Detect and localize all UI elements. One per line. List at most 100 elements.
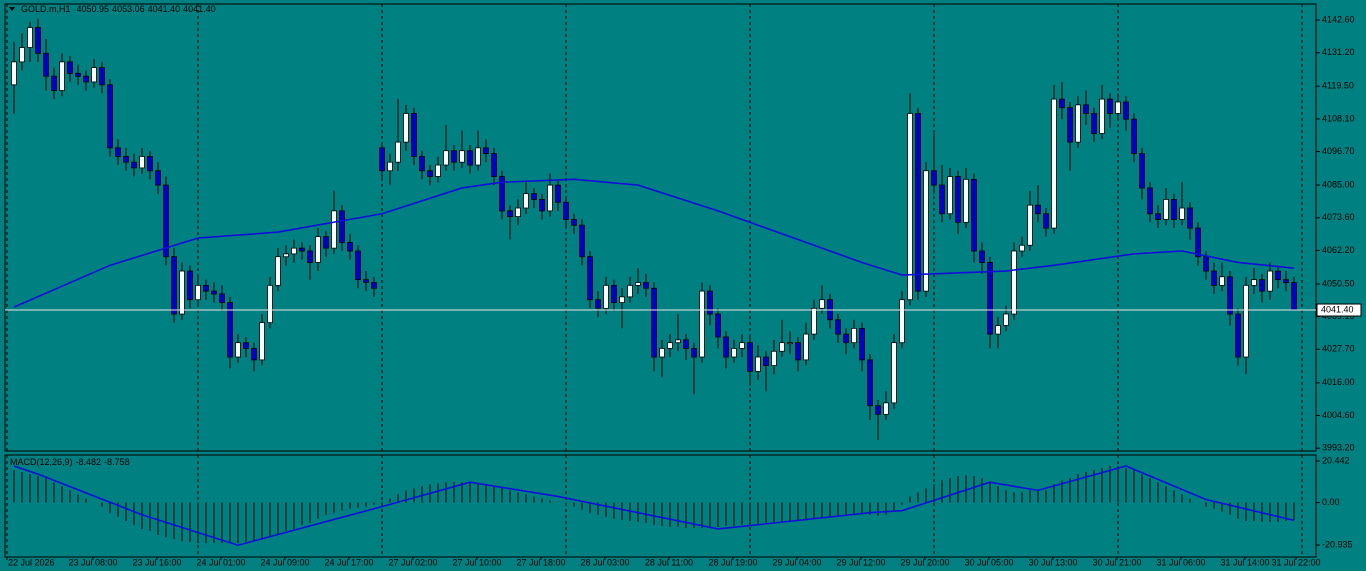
candle-body bbox=[587, 256, 593, 301]
candle-body bbox=[83, 75, 89, 83]
time-label: 27 Jul 18:00 bbox=[516, 557, 565, 567]
candle-body bbox=[947, 176, 953, 215]
candle-body bbox=[1003, 313, 1009, 326]
macd-header: MACD(12,26,9) -8.482 -8.758 bbox=[10, 457, 130, 467]
candle-body bbox=[1203, 256, 1209, 272]
y-tick-label: 4142.60 bbox=[1322, 14, 1355, 24]
y-tick-label: 4050.50 bbox=[1322, 278, 1355, 288]
candle-body bbox=[1115, 101, 1121, 114]
candle-body bbox=[723, 336, 729, 358]
candle-body bbox=[1179, 207, 1185, 220]
candle-body bbox=[915, 113, 921, 292]
candle-body bbox=[811, 307, 817, 335]
time-label: 24 Jul 01:00 bbox=[196, 557, 245, 567]
candle-body bbox=[1083, 104, 1089, 114]
price-tag bbox=[1316, 303, 1362, 317]
candle-body bbox=[27, 27, 33, 48]
time-label: 31 Jul 14:00 bbox=[1220, 557, 1269, 567]
candle-body bbox=[307, 250, 313, 263]
candle-body bbox=[1147, 187, 1153, 215]
y-tick-label: 3993.20 bbox=[1322, 443, 1355, 453]
candle-body bbox=[155, 170, 161, 186]
header-open: 4050.95 bbox=[77, 4, 110, 14]
candle-body bbox=[299, 247, 305, 252]
time-label: 28 Jul 11:00 bbox=[645, 557, 693, 567]
candle-body bbox=[771, 350, 777, 367]
candle-body bbox=[547, 184, 553, 212]
candle-body bbox=[371, 282, 377, 289]
candle-body bbox=[1163, 199, 1169, 220]
candle-body bbox=[1291, 282, 1297, 311]
candle-body bbox=[819, 299, 825, 309]
candle-body bbox=[1235, 313, 1241, 358]
candle-body bbox=[251, 348, 257, 361]
candle-body bbox=[835, 319, 841, 335]
time-label: 27 Jul 02:00 bbox=[388, 557, 437, 567]
y-tick-label: 4073.60 bbox=[1322, 212, 1355, 222]
candle-body bbox=[635, 282, 641, 286]
candle-body bbox=[1243, 284, 1249, 358]
candle-body bbox=[1123, 101, 1129, 120]
candle-body bbox=[323, 236, 329, 249]
candle-body bbox=[411, 113, 417, 157]
candle-body bbox=[1251, 279, 1257, 286]
candle-body bbox=[731, 348, 737, 358]
price-tag-label: 4041.40 bbox=[1321, 304, 1354, 314]
candle-body bbox=[75, 72, 81, 77]
candle-body bbox=[1075, 104, 1081, 143]
candle-body bbox=[907, 113, 913, 301]
signal-value: -8.758 bbox=[104, 457, 130, 467]
candle-body bbox=[739, 342, 745, 349]
candle-body bbox=[315, 236, 321, 263]
candle-body bbox=[611, 284, 617, 303]
candle-body bbox=[1027, 204, 1033, 246]
y-tick-label: 4085.00 bbox=[1322, 179, 1355, 189]
candle-body bbox=[683, 339, 689, 349]
candle-body bbox=[515, 207, 521, 218]
candle-body bbox=[875, 405, 881, 415]
candle-body bbox=[1227, 276, 1233, 315]
candle-body bbox=[1091, 113, 1097, 134]
candle-body bbox=[1019, 244, 1025, 252]
candle-body bbox=[243, 342, 249, 349]
candle-body bbox=[715, 313, 721, 338]
candle-body bbox=[387, 161, 393, 172]
candle-body bbox=[763, 356, 769, 367]
candle-body bbox=[331, 210, 337, 249]
candle-body bbox=[1219, 276, 1225, 286]
time-label: 22 Jul 2026 bbox=[8, 557, 55, 567]
macd-title: MACD(12,26,9) bbox=[10, 457, 73, 467]
candle-body bbox=[843, 333, 849, 344]
candle-body bbox=[363, 279, 369, 283]
candle-body bbox=[747, 342, 753, 372]
time-label: 24 Jul 17:00 bbox=[324, 557, 373, 567]
candle-body bbox=[147, 156, 153, 172]
candle-body bbox=[1043, 213, 1049, 229]
candle-body bbox=[163, 184, 169, 258]
candle-body bbox=[651, 287, 657, 358]
candle-body bbox=[427, 170, 433, 177]
candle-body bbox=[603, 284, 609, 309]
candle-body bbox=[1107, 98, 1113, 114]
y-tick-label: 4004.60 bbox=[1322, 410, 1355, 420]
candle-body bbox=[115, 147, 121, 157]
time-label: 28 Jul 19:00 bbox=[708, 557, 757, 567]
macd-value: -8.482 bbox=[76, 457, 102, 467]
time-label: 31 Jul 22:00 bbox=[1271, 557, 1320, 567]
candle-body bbox=[179, 270, 185, 315]
y-tick-label: 4119.50 bbox=[1322, 81, 1354, 91]
candle-body bbox=[43, 52, 49, 77]
candle-body bbox=[1051, 98, 1057, 229]
candle-body bbox=[107, 84, 113, 149]
candle-body bbox=[475, 147, 481, 166]
candle-body bbox=[99, 67, 105, 86]
chart-header: GOLD.m,H1 4050.95 4053.06 4041.40 4041.40 bbox=[21, 4, 216, 14]
candle-body bbox=[675, 339, 681, 344]
header-low: 4041.40 bbox=[148, 4, 181, 14]
candle-body bbox=[563, 201, 569, 220]
candle-body bbox=[395, 141, 401, 163]
y-tick-label: 4016.00 bbox=[1322, 377, 1355, 387]
macd-pane bbox=[4, 454, 1317, 558]
candle-body bbox=[1195, 227, 1201, 258]
